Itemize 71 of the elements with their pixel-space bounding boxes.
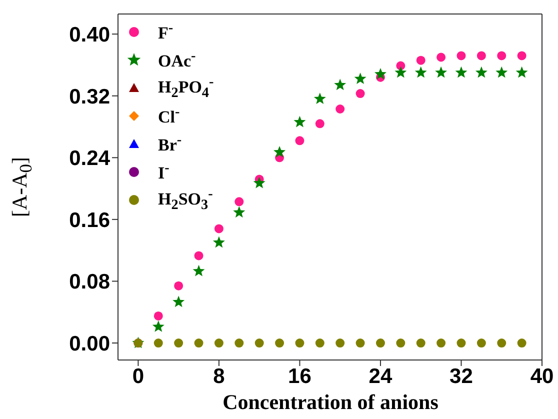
point: [356, 338, 365, 348]
point: [174, 281, 184, 290]
x-tick-label: 40: [530, 364, 554, 388]
y-tick-label: 0.00: [69, 332, 110, 356]
legend-label: I$^{-}$: [158, 160, 170, 184]
x-tick-label: 0: [132, 364, 144, 388]
point: [354, 72, 366, 84]
point: [497, 338, 506, 348]
point: [214, 338, 224, 348]
point: [254, 338, 264, 348]
point: [275, 338, 284, 348]
point: [274, 146, 286, 158]
point: [517, 51, 526, 60]
y-tick-label: 0.24: [69, 147, 110, 170]
point: [394, 66, 407, 78]
x-tick-label: 32: [450, 364, 473, 388]
point: [436, 52, 446, 62]
point: [234, 338, 244, 348]
legend-label: F$^{-}$: [158, 20, 174, 44]
point: [154, 311, 163, 320]
point: [314, 92, 326, 104]
point: [476, 51, 486, 60]
point: [174, 338, 184, 348]
point: [336, 338, 345, 348]
point: [435, 66, 448, 78]
point: [315, 119, 324, 128]
point: [517, 338, 526, 348]
point: [416, 56, 426, 65]
point: [154, 338, 163, 348]
point: [172, 296, 185, 308]
point: [234, 197, 244, 206]
x-axis-title: Concentration of anions: [222, 390, 440, 415]
point: [152, 320, 164, 332]
x-tick-label: 24: [368, 364, 392, 388]
point: [194, 251, 204, 260]
point: [516, 66, 528, 78]
point: [334, 78, 346, 90]
point: [356, 89, 365, 98]
point: [497, 51, 506, 60]
legend-label: Br$^{-}$: [158, 132, 182, 156]
y-tick-label: 0.16: [69, 208, 110, 232]
point: [295, 136, 304, 146]
point: [476, 338, 486, 348]
point: [416, 338, 426, 348]
point: [233, 206, 246, 218]
point: [436, 338, 446, 348]
x-tick-label: 8: [213, 364, 226, 388]
point: [294, 116, 306, 128]
point: [456, 51, 466, 60]
y-tick-label: 0.08: [69, 270, 110, 294]
point: [192, 264, 205, 276]
point: [214, 224, 224, 234]
point: [496, 66, 508, 78]
point: [455, 66, 468, 78]
point: [315, 338, 324, 348]
point: [253, 176, 266, 188]
point: [336, 104, 345, 114]
legend-label: Cl$^{-}$: [158, 104, 180, 128]
point: [396, 338, 406, 348]
y-tick-label: 0.32: [69, 85, 110, 108]
point: [212, 236, 225, 248]
point: [295, 338, 304, 348]
point: [456, 338, 466, 348]
point: [376, 338, 385, 348]
point: [414, 66, 427, 78]
point: [475, 66, 488, 78]
legend-label: OAc$^{-}$: [158, 48, 196, 72]
point: [374, 68, 386, 80]
point: [194, 338, 204, 348]
x-tick-label: 16: [288, 364, 312, 388]
y-tick-label: 0.40: [69, 24, 110, 47]
